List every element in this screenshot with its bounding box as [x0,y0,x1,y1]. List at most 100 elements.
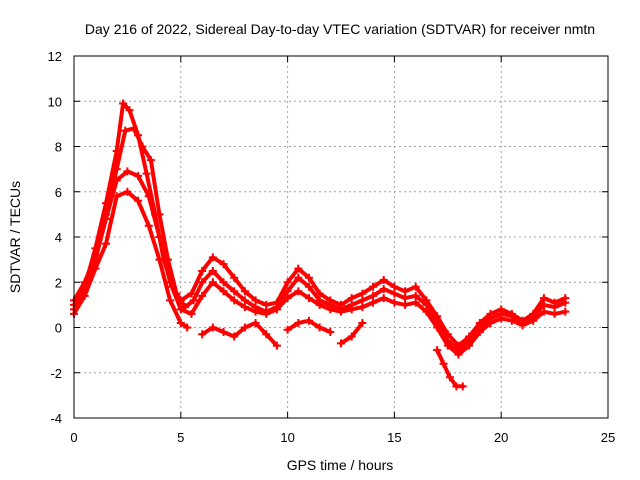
series-curve-1 [70,99,570,350]
data-point-plus [146,156,155,165]
series-curve-5 [198,318,281,350]
data-point-plus [283,325,292,334]
y-tick-label: 2 [55,275,62,290]
data-point-plus [411,282,420,291]
y-tick-label: -2 [50,366,62,381]
series-line [72,189,190,330]
data-point-plus [251,307,260,316]
data-point-plus [240,287,249,296]
data-point-plus [112,192,121,201]
data-point-plus [443,341,452,350]
data-point-plus [401,294,410,303]
data-point-plus [112,165,121,174]
data-point-plus [347,332,356,341]
data-point-plus [358,296,367,305]
series-curve-4 [70,187,192,332]
grid-layer [74,56,608,418]
data-point-plus [134,171,143,180]
data-point-plus [358,289,367,298]
data-point-plus [138,142,147,151]
data-point-plus [198,330,207,339]
data-point-plus [561,307,570,316]
data-point-plus [219,328,228,337]
data-point-plus [208,266,217,275]
data-point-plus [208,323,217,332]
data-point-plus [379,294,388,303]
y-tick-label: 4 [55,230,62,245]
data-point-plus [433,323,442,332]
data-point-plus [294,264,303,273]
data-point-plus [240,296,249,305]
chart-title: Day 216 of 2022, Sidereal Day-to-day VTE… [85,21,595,37]
y-tick-label: 8 [55,140,62,155]
data-point-plus [187,289,196,298]
data-point-plus [208,253,217,262]
series-curve-6 [283,316,335,337]
data-point-plus [347,294,356,303]
data-point-plus [230,287,239,296]
data-point-plus [304,294,313,303]
data-point-plus [155,233,164,241]
data-point-plus [475,328,484,337]
data-point-plus [445,373,454,382]
data-point-plus [144,221,153,230]
data-point-plus [294,287,303,296]
data-point-plus [315,300,324,309]
series-line [72,126,568,353]
data-point-plus [283,287,292,296]
data-point-plus [539,300,548,309]
series-curve-3 [70,167,570,359]
data-point-plus [134,196,143,205]
data-point-plus [155,210,164,219]
x-tick-label: 5 [177,430,184,445]
data-point-plus [219,278,228,287]
y-tick-label: 0 [55,321,62,336]
data-point-plus [198,291,207,300]
data-point-plus [497,314,506,323]
ticks-layer: 0 5 10 15 20 25 -4 -2 0 2 4 6 8 10 12 [48,49,616,445]
data-point-plus [347,305,356,314]
data-point-plus [230,332,239,341]
y-axis-label: SDTVAR / TECUs [7,181,23,293]
data-point-plus [262,309,271,318]
data-point-plus [390,282,399,291]
data-point-plus [326,305,335,314]
data-point-plus [379,285,388,294]
data-point-plus [251,296,260,305]
data-point-plus [433,346,442,355]
data-point-plus [119,99,128,108]
data-point-plus [125,106,134,115]
y-tick-label: 6 [55,185,62,200]
data-point-plus [518,321,527,330]
data-point-plus [411,298,420,307]
data-point-plus [123,167,132,176]
data-point-plus [80,291,89,300]
data-point-plus [155,255,164,264]
data-point-plus [401,300,410,309]
data-point-plus [198,278,207,287]
data-point-plus [369,298,378,307]
data-point-plus [315,289,324,298]
data-point-plus [304,316,313,325]
data-point-plus [102,214,111,223]
data-point-plus [283,294,292,303]
data-point-plus [529,316,538,325]
data-point-plus [123,187,132,196]
x-tick-label: 0 [70,430,77,445]
x-tick-label: 10 [280,430,294,445]
data-point-plus [240,303,249,312]
data-point-plus [176,318,185,327]
data-point-plus [166,278,175,287]
data-point-plus [142,169,151,178]
series-curve-7 [337,318,367,348]
data-point-plus [337,307,345,316]
data-point-plus [337,339,345,348]
data-point-plus [315,323,324,332]
data-point-plus [422,300,431,309]
data-point-plus [390,298,399,307]
x-tick-label: 25 [601,430,615,445]
data-point-plus [369,282,378,291]
data-point-plus [294,273,303,282]
x-axis-label: GPS time / hours [287,457,394,473]
data-point-plus [369,291,378,300]
